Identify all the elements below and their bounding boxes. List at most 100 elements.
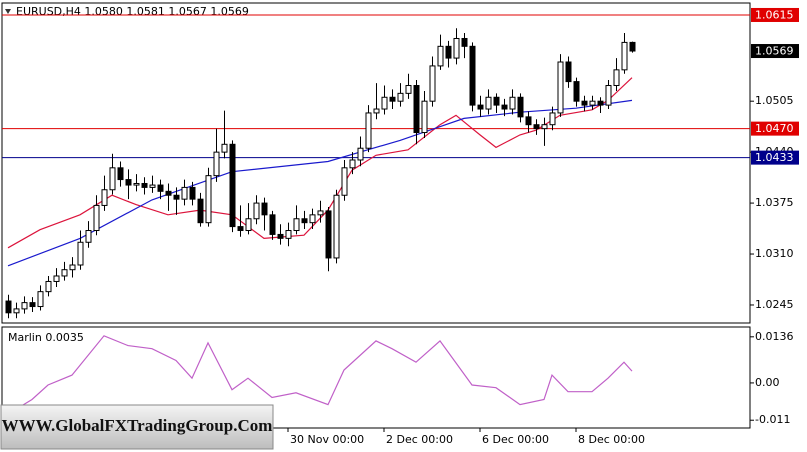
candle-body xyxy=(461,37,468,47)
candle-body xyxy=(525,116,532,126)
indicator-panel xyxy=(1,326,751,429)
price-label: 1.0433 xyxy=(755,151,794,164)
candle-body xyxy=(357,147,364,161)
candle-body xyxy=(37,291,44,308)
candle-body xyxy=(189,186,196,200)
indicator-line xyxy=(7,335,633,415)
candle-body xyxy=(149,184,156,188)
watermark: WWW.GlobalFXTradingGroup.Com xyxy=(2,416,273,435)
candle-body xyxy=(253,202,260,220)
collapse-icon[interactable] xyxy=(5,9,11,14)
candle-body xyxy=(213,151,220,177)
candle-body xyxy=(565,61,572,83)
candle-body xyxy=(157,184,164,192)
price-label-box xyxy=(751,150,799,165)
candle-body xyxy=(301,218,308,224)
candle-body xyxy=(45,280,52,293)
price-label: 1.0569 xyxy=(755,45,794,58)
candle-body xyxy=(261,202,268,216)
candle-body xyxy=(69,264,76,271)
candle-body xyxy=(165,190,172,196)
candle-body xyxy=(437,45,444,67)
candle-body xyxy=(493,96,500,106)
candle-body xyxy=(133,182,140,186)
price-label-box xyxy=(751,121,799,136)
y-tick-label: 0.0136 xyxy=(755,330,794,343)
candle-body xyxy=(13,308,20,314)
candle-body xyxy=(269,214,276,235)
candle-body xyxy=(309,214,316,224)
candle-body xyxy=(293,218,300,232)
candle-body xyxy=(237,226,244,232)
y-tick-label: 1.0245 xyxy=(755,298,794,311)
candle-body xyxy=(85,230,92,243)
y-tick-label: 1.0375 xyxy=(755,196,794,209)
candle-body xyxy=(477,104,484,110)
candle-body xyxy=(517,96,524,118)
price-label: 1.0615 xyxy=(755,8,794,21)
candle-body xyxy=(125,179,132,186)
candle-body xyxy=(245,218,252,232)
watermark-box xyxy=(0,404,274,450)
price-label: 1.0470 xyxy=(755,122,794,135)
candle-body xyxy=(549,112,556,126)
candle-body xyxy=(573,81,580,102)
y-tick-label: 1.0310 xyxy=(755,247,794,260)
candle-body xyxy=(445,45,452,59)
candle-body xyxy=(581,100,588,106)
x-tick-label: 8 Dec 00:00 xyxy=(578,433,645,446)
candle-body xyxy=(541,124,548,130)
candle-body xyxy=(205,175,212,224)
price-label-box xyxy=(751,7,799,22)
candle-body xyxy=(101,189,108,206)
candle-body xyxy=(429,65,436,102)
indicator-title: Marlin 0.0035 xyxy=(8,331,84,344)
candle-body xyxy=(117,167,124,181)
candle-body xyxy=(221,143,228,153)
candle-body xyxy=(373,108,380,114)
candle-body xyxy=(501,104,508,110)
candle-body xyxy=(589,100,596,106)
candle-body xyxy=(29,302,36,308)
candle-body xyxy=(181,186,188,200)
candle-body xyxy=(365,112,372,149)
candle-body xyxy=(109,167,116,191)
candle-body xyxy=(197,198,204,224)
candle-body xyxy=(5,300,12,314)
chart-title: EURUSD,H4 1.0580 1.0581 1.0567 1.0569 xyxy=(16,5,249,18)
candle-body xyxy=(485,96,492,110)
candle-body xyxy=(605,85,612,106)
indicator-line xyxy=(7,77,633,249)
candle-body xyxy=(597,100,604,106)
candle-body xyxy=(21,302,28,310)
candle-body xyxy=(557,61,564,114)
candle-body xyxy=(61,269,68,277)
main-panel xyxy=(1,2,751,324)
candle-body xyxy=(621,41,628,71)
x-tick-label: 2 Dec 00:00 xyxy=(386,433,453,446)
candle-body xyxy=(413,85,420,134)
candle-body xyxy=(469,45,476,106)
candle-body xyxy=(333,194,340,259)
candle-body xyxy=(453,37,460,59)
candle-body xyxy=(173,194,180,200)
candle-body xyxy=(341,167,348,196)
candle-body xyxy=(405,85,412,94)
candle-body xyxy=(317,210,324,216)
candle-body xyxy=(349,159,356,169)
candle-body xyxy=(325,210,332,259)
candle-body xyxy=(533,124,540,130)
candle-body xyxy=(93,204,100,232)
candle-body xyxy=(389,96,396,102)
x-tick-label: 30 Nov 00:00 xyxy=(290,433,364,446)
y-tick-label: 0.00 xyxy=(755,376,780,389)
candle-body xyxy=(229,143,236,228)
candle-body xyxy=(53,275,60,282)
candle-body xyxy=(285,230,292,239)
indicator-line xyxy=(7,99,633,267)
candle-body xyxy=(613,69,620,87)
candle-body xyxy=(77,241,84,266)
candle-body xyxy=(509,96,516,110)
